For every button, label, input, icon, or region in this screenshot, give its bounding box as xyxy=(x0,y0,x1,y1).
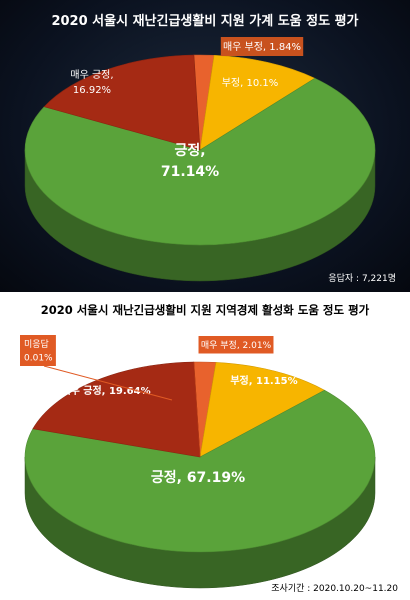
data-label-very-positive-name: 매우 긍정, xyxy=(70,69,113,81)
data-label-positive: 긍정, 67.19% xyxy=(151,469,245,486)
data-label-no-answer-value: 0.01% xyxy=(24,354,53,364)
data-label-very-positive-value: 16.92% xyxy=(73,85,111,96)
pie-chart-local-economy: 매우 부정, 2.01% 부정, 11.15% 긍정, 67.19% 매우 긍정, 1… xyxy=(20,335,376,589)
pie-slice-no-answer xyxy=(193,362,201,458)
chart-title-household: 2020 서울시 재난긴급생활비 지원 가계 도움 정도 평가 xyxy=(51,14,359,29)
pie-slice-positive xyxy=(24,389,376,553)
chart-panel-household: 2020 서울시 재난긴급생활비 지원 가계 도움 정도 평가 매우 부정, 1… xyxy=(0,0,410,292)
chart-title-local-economy: 2020 서울시 재난긴급생활비 지원 지역경제 활성화 도움 정도 평가 xyxy=(40,303,370,317)
leader-line-no-answer xyxy=(43,365,173,401)
pie-chart-household: 매우 부정, 1.84% 부정, 10.1% 긍정, 71.14% 매우 긍정, 16.9… xyxy=(24,37,376,282)
data-label-negative: 부정, 10.1% xyxy=(222,77,279,89)
pie-slice-positive xyxy=(24,77,376,246)
survey-period-note: 조사기간 : 2020.10.20~11.20 xyxy=(271,584,398,594)
pie-slice-very-positive xyxy=(32,361,201,458)
chart-panel-local-economy: 2020 서울시 재난긴급생활비 지원 지역경제 활성화 도움 정도 평가 매우… xyxy=(0,292,410,600)
pie-slice-very-positive xyxy=(43,54,201,151)
label-box-very-negative xyxy=(220,37,304,56)
label-box-no-answer xyxy=(20,335,56,366)
data-label-very-positive: 매우 긍정, 19.64% xyxy=(61,384,150,397)
respondent-count-note: 응답자 : 7,221명 xyxy=(328,274,396,284)
data-label-positive-value: 71.14% xyxy=(161,164,219,180)
data-label-positive-name: 긍정, xyxy=(174,142,205,159)
data-label-very-negative: 매우 부정, 1.84% xyxy=(223,41,301,53)
pie-slice-negative xyxy=(199,362,326,458)
data-label-negative: 부정, 11.15% xyxy=(230,374,297,387)
label-box-very-negative xyxy=(198,336,274,354)
slice-labels: 매우 부정, 1.84% 부정, 10.1% 긍정, 71.14% 매우 긍정, 16.9… xyxy=(70,37,304,180)
data-label-very-negative: 매우 부정, 2.01% xyxy=(201,340,272,351)
data-label-no-answer-name: 미응답 xyxy=(24,338,49,350)
pie-slice-negative xyxy=(199,54,316,151)
slice-labels: 매우 부정, 2.01% 부정, 11.15% 긍정, 67.19% 매우 긍정, 1… xyxy=(20,335,298,486)
